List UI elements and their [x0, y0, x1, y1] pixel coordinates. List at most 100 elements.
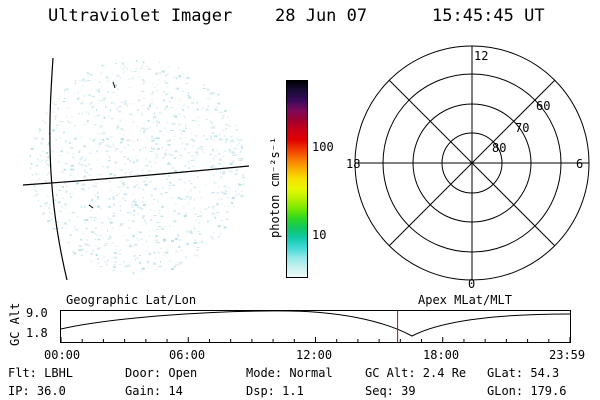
speckle	[187, 152, 191, 155]
polar-mlt-plot: 12 18 6 0 60 70 80	[346, 45, 590, 291]
speckle	[94, 219, 95, 222]
speckle	[159, 130, 163, 132]
speckle	[176, 233, 179, 235]
speckle	[139, 129, 142, 132]
speckle	[230, 136, 233, 137]
info-dsp: Dsp: 1.1	[246, 384, 304, 398]
speckle	[210, 236, 213, 238]
speckle	[182, 73, 185, 75]
speckle	[52, 107, 54, 109]
speckle	[187, 191, 190, 193]
speckle	[88, 112, 90, 114]
speckle	[225, 138, 228, 141]
speckle	[206, 89, 210, 91]
speckle	[73, 252, 76, 255]
speckle	[206, 97, 210, 99]
speckle	[136, 138, 138, 141]
speckle	[132, 237, 134, 240]
speckle	[86, 72, 89, 75]
speckle	[178, 75, 182, 78]
speckle	[187, 106, 190, 108]
speckle	[101, 119, 103, 121]
speckle	[127, 239, 129, 242]
speckle	[178, 113, 181, 115]
speckle	[225, 190, 228, 192]
speckle	[143, 82, 145, 85]
speckle	[161, 205, 164, 208]
speckle	[222, 171, 226, 174]
speckle	[166, 121, 169, 123]
colorbar-tick-10: 10	[312, 228, 327, 242]
speckle	[188, 202, 189, 205]
speckle	[80, 136, 83, 138]
geographic-image	[22, 57, 250, 281]
speckle	[64, 163, 68, 165]
speckle	[146, 260, 150, 263]
speckle	[189, 189, 192, 192]
speckle	[82, 80, 86, 82]
speckle	[202, 151, 204, 154]
speckle	[60, 171, 64, 173]
speckle	[110, 187, 112, 189]
speckle	[166, 130, 168, 133]
speckle	[209, 120, 212, 122]
speckle	[61, 146, 63, 149]
speckle	[74, 82, 76, 85]
speckle	[63, 131, 65, 134]
speckle	[109, 219, 111, 221]
speckle	[199, 215, 203, 218]
speckle	[168, 153, 171, 156]
speckle	[168, 101, 171, 103]
info-ip: IP: 36.0	[8, 384, 66, 398]
speckle	[173, 113, 175, 116]
speckle	[197, 254, 199, 257]
speckle	[191, 145, 195, 147]
speckle	[98, 143, 102, 146]
info-glon: GLon: 179.6	[487, 384, 567, 398]
speckle	[56, 114, 58, 116]
speckle	[125, 156, 126, 158]
speckle	[69, 233, 72, 236]
speckle	[85, 121, 87, 123]
speckle	[77, 174, 79, 176]
speckle	[208, 92, 211, 95]
speckle	[119, 66, 121, 67]
speckle	[128, 212, 132, 214]
speckle	[145, 177, 148, 178]
speckle	[99, 247, 100, 250]
speckle	[132, 272, 135, 275]
auroral-speckles	[29, 60, 246, 275]
speckle	[211, 192, 215, 194]
speckle	[154, 153, 158, 155]
speckle	[98, 234, 102, 237]
speckle	[88, 163, 90, 166]
speckle	[216, 168, 218, 171]
speckle	[224, 110, 227, 112]
speckle	[165, 93, 168, 96]
speckle	[222, 129, 224, 132]
xtick-1200: 12:00	[296, 348, 333, 362]
speckle	[212, 237, 214, 240]
speckle	[199, 105, 201, 107]
orbit-timeline	[60, 310, 571, 343]
speckle	[173, 134, 175, 136]
speckle	[98, 146, 101, 148]
speckle	[77, 91, 79, 94]
speckle	[196, 249, 199, 252]
speckle	[69, 219, 71, 222]
speckle	[179, 129, 181, 130]
speckle	[109, 79, 112, 81]
speckle	[56, 124, 59, 126]
speckle	[94, 116, 97, 118]
speckle	[40, 205, 42, 208]
speckle	[196, 102, 198, 105]
speckle	[115, 249, 117, 251]
speckle	[148, 160, 152, 163]
speckle	[153, 140, 156, 142]
speckle	[118, 192, 120, 195]
speckle	[155, 239, 158, 242]
speckle	[136, 179, 137, 181]
speckle	[52, 129, 56, 132]
speckle	[179, 107, 181, 109]
speckle	[95, 245, 97, 247]
